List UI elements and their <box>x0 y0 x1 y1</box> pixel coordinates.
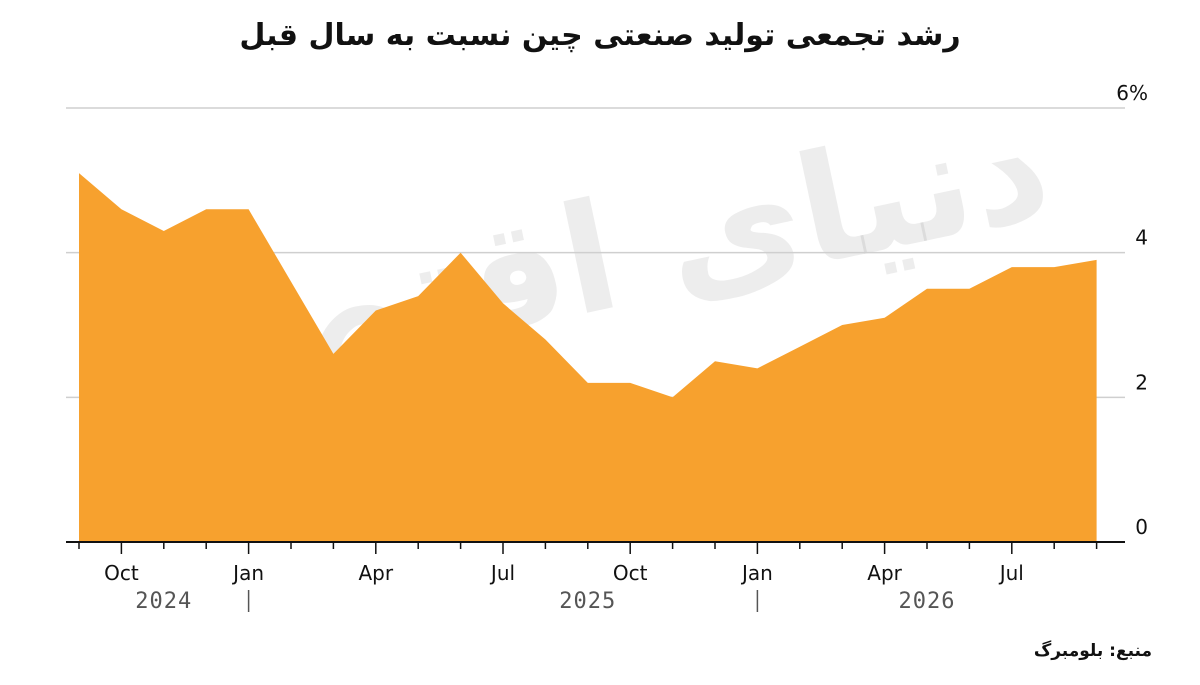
x-tick-label: Jan <box>231 561 264 585</box>
area-series <box>79 173 1097 542</box>
year-label: 2026 <box>899 589 956 614</box>
y-tick-label: 0 <box>1135 515 1148 539</box>
x-tick-label: Jul <box>998 561 1024 585</box>
x-tick-label: Oct <box>613 561 648 585</box>
x-tick-label: Jan <box>740 561 773 585</box>
x-tick-label: Apr <box>867 561 902 585</box>
x-tick-label: Jul <box>489 561 515 585</box>
year-label: 2024 <box>135 589 192 614</box>
source-note: منبع: بلومبرگ <box>1033 641 1152 661</box>
x-tick-label: Oct <box>104 561 139 585</box>
year-label: 2025 <box>559 589 616 614</box>
y-tick-label: 6% <box>1116 81 1148 105</box>
area-layer <box>79 173 1097 542</box>
y-tick-label: 2 <box>1135 370 1148 394</box>
y-tick-label: 4 <box>1135 226 1148 250</box>
x-axis: Oct Jan Apr Jul Oct Jan Apr Jul 2024 2025 2026 <box>66 541 1125 614</box>
x-tick-label: Apr <box>358 561 393 585</box>
y-axis-labels: 0 2 4 6% <box>1116 81 1148 539</box>
chart-title: رشد تجمعی تولید صنعتی چین نسبت به سال قب… <box>239 18 961 53</box>
